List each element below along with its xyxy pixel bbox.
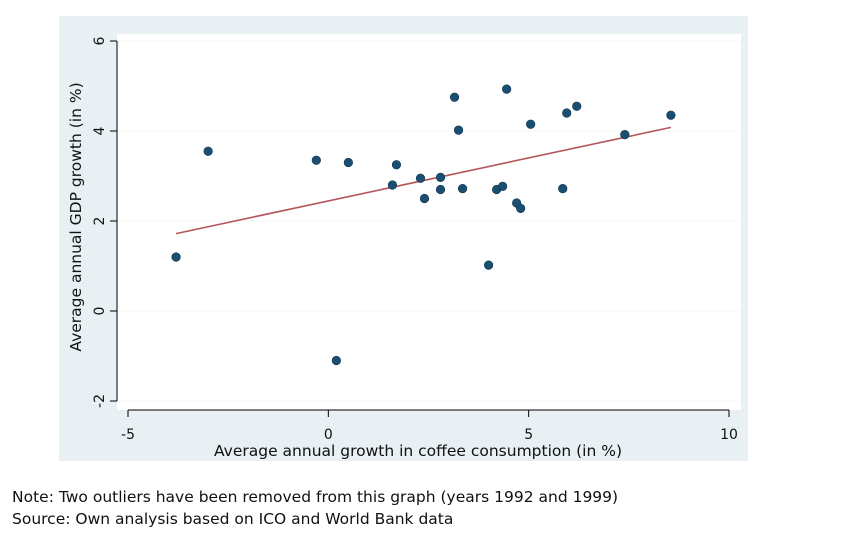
scatter-point [484,260,494,270]
x-tick-label: 10 [720,427,738,443]
axes: -2 0 2 4 6 -5 0 5 10 [92,36,738,443]
plot-area [117,34,741,410]
x-tick-label: -5 [121,427,135,443]
scatter-chart: -2 0 2 4 6 -5 0 5 10 Average annual growth in co… [59,16,748,461]
y-tick-label: 2 [92,217,108,226]
scatter-point [435,184,446,195]
scatter-point [415,173,426,183]
scatter-point [331,355,341,366]
scatter-point [502,84,512,94]
scatter-point [562,108,572,118]
chart-svg: -2 0 2 4 6 -5 0 5 10 Average annual growth in co… [59,16,748,461]
scatter-point [498,181,508,191]
scatter-point [391,160,402,170]
y-axis-title: Average annual GDP growth (in %) [67,82,85,351]
scatter-point [203,146,213,156]
x-axis-title: Average annual growth in coffee consumpt… [214,442,622,460]
scatter-point [449,92,460,102]
scatter-point [572,101,582,111]
scatter-point [516,203,526,213]
y-tick-label: 4 [92,126,108,135]
chart-source: Source: Own analysis based on ICO and Wo… [12,510,454,528]
y-tick-label: 0 [92,307,108,316]
scatter-point [387,180,398,190]
scatter-point [419,193,430,204]
y-tick-label: 6 [92,36,108,45]
scatter-point [343,157,353,168]
scatter-point [620,129,630,140]
points-layer [171,84,676,366]
scatter-point [526,119,536,129]
x-tick-label: 0 [324,427,333,443]
scatter-point [435,172,446,182]
scatter-point [171,252,181,262]
scatter-point [311,155,321,165]
chart-note: Note: Two outliers have been removed fro… [12,488,619,506]
scatter-point [457,184,468,194]
y-tick-label: -2 [92,394,108,408]
scatter-point [666,110,676,120]
x-tick-label: 5 [524,427,533,443]
grid [117,40,741,402]
scatter-point [453,125,464,135]
scatter-point [558,184,568,194]
